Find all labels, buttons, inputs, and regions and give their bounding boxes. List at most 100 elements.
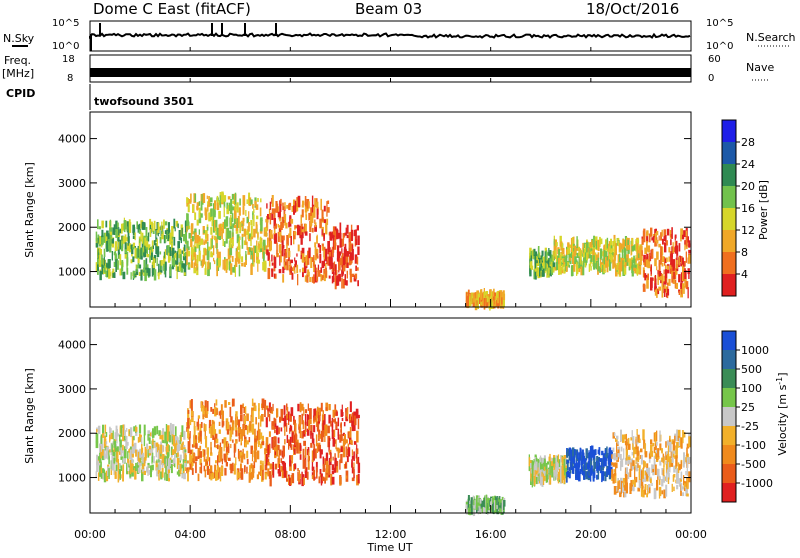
scatter-cell xyxy=(198,236,201,245)
scatter-cell xyxy=(302,459,305,469)
scatter-cell xyxy=(351,449,353,456)
scatter-cell xyxy=(316,208,319,220)
scatter-cell xyxy=(612,432,615,439)
scatter-cell xyxy=(238,472,241,478)
scatter-cell xyxy=(234,265,236,277)
scatter-cell xyxy=(109,234,112,247)
scatter-cell xyxy=(600,264,603,270)
scatter-cell xyxy=(218,445,221,451)
scatter-cell xyxy=(489,289,492,300)
scatter-cell xyxy=(101,258,104,267)
scatter-cell xyxy=(286,423,288,432)
scatter-cell xyxy=(144,237,147,246)
scatter-cell xyxy=(141,247,144,256)
scatter-cell xyxy=(276,444,279,457)
scatter-cell xyxy=(651,248,654,259)
scatter-cell xyxy=(583,257,586,263)
scatter-cell xyxy=(291,473,295,484)
scatter-cell xyxy=(644,470,647,481)
scatter-cell xyxy=(101,220,104,229)
scatter-cell xyxy=(327,468,329,478)
scatter-cell xyxy=(646,277,649,289)
scatter-cell xyxy=(103,438,107,448)
power-marks xyxy=(95,191,691,311)
scatter-cell xyxy=(265,405,269,410)
scatter-cell xyxy=(605,256,608,268)
scatter-cell xyxy=(183,252,186,258)
scatter-cell xyxy=(279,228,281,232)
scatter-cell xyxy=(163,219,165,229)
scatter-cell xyxy=(558,257,561,263)
scatter-cell xyxy=(594,449,597,455)
scatter-cell xyxy=(138,465,141,472)
scatter-cell xyxy=(257,252,259,258)
scatter-cell xyxy=(350,229,354,240)
scatter-cell xyxy=(184,231,187,243)
scatter-cell xyxy=(568,253,570,263)
scatter-cell xyxy=(195,435,197,440)
time-tick-label: 00:00 xyxy=(675,528,707,541)
scatter-cell xyxy=(193,421,196,430)
scatter-cell xyxy=(322,420,325,431)
scatter-cell xyxy=(273,208,276,221)
range-tick-label: 1000 xyxy=(58,472,86,485)
scatter-cell xyxy=(129,427,133,438)
scatter-cell xyxy=(259,460,262,465)
scatter-cell xyxy=(318,476,321,484)
scatter-cell xyxy=(333,261,336,272)
scatter-cell xyxy=(646,253,649,260)
scatter-cell xyxy=(96,429,98,433)
scatter-cell xyxy=(630,458,634,463)
scatter-cell xyxy=(664,258,667,263)
scatter-cell xyxy=(320,274,323,282)
scatter-cell xyxy=(320,475,323,486)
scatter-cell xyxy=(683,286,685,294)
scatter-cell xyxy=(158,456,160,461)
scatter-cell xyxy=(611,469,614,479)
scatter-cell xyxy=(303,257,307,261)
scatter-cell xyxy=(656,239,659,244)
scatter-cell xyxy=(634,479,636,487)
scatter-cell xyxy=(140,231,142,242)
scatter-cell xyxy=(273,257,277,269)
scatter-cell xyxy=(157,444,159,451)
scatter-cell xyxy=(126,267,129,275)
scatter-cell xyxy=(539,455,542,463)
scatter-cell xyxy=(145,241,148,248)
scatter-cell xyxy=(564,264,566,274)
scatter-cell xyxy=(289,227,292,238)
scatter-cell xyxy=(139,249,141,259)
scatter-cell xyxy=(628,266,630,271)
scatter-cell xyxy=(310,442,313,448)
scatter-cell xyxy=(165,440,168,447)
scatter-cell xyxy=(624,252,627,263)
scatter-cell xyxy=(272,403,274,412)
scatter-cell xyxy=(235,427,238,432)
scatter-cell xyxy=(331,470,335,475)
scatter-cell xyxy=(131,464,134,469)
scatter-cell xyxy=(467,497,470,508)
scatter-cell xyxy=(293,266,295,272)
scatter-cell xyxy=(680,228,683,240)
scatter-cell xyxy=(197,418,199,429)
scatter-cell xyxy=(294,434,298,446)
scatter-cell xyxy=(339,476,341,486)
scatter-cell xyxy=(114,470,117,479)
scatter-cell xyxy=(294,444,296,455)
scatter-cell xyxy=(465,292,468,303)
scatter-cell xyxy=(634,467,636,478)
scatter-cell xyxy=(206,447,209,455)
scatter-cell xyxy=(161,431,164,442)
scatter-cell xyxy=(322,427,325,434)
scatter-cell xyxy=(265,262,267,269)
scatter-cell xyxy=(325,222,328,235)
scatter-cell xyxy=(654,275,657,287)
range-tick-label: 4000 xyxy=(58,339,86,352)
scatter-cell xyxy=(121,223,123,234)
scatter-cell xyxy=(233,450,236,458)
scatter-cell xyxy=(279,416,282,423)
scatter-cell xyxy=(195,443,198,449)
scatter-cell xyxy=(633,447,635,458)
scatter-cell xyxy=(183,473,186,480)
